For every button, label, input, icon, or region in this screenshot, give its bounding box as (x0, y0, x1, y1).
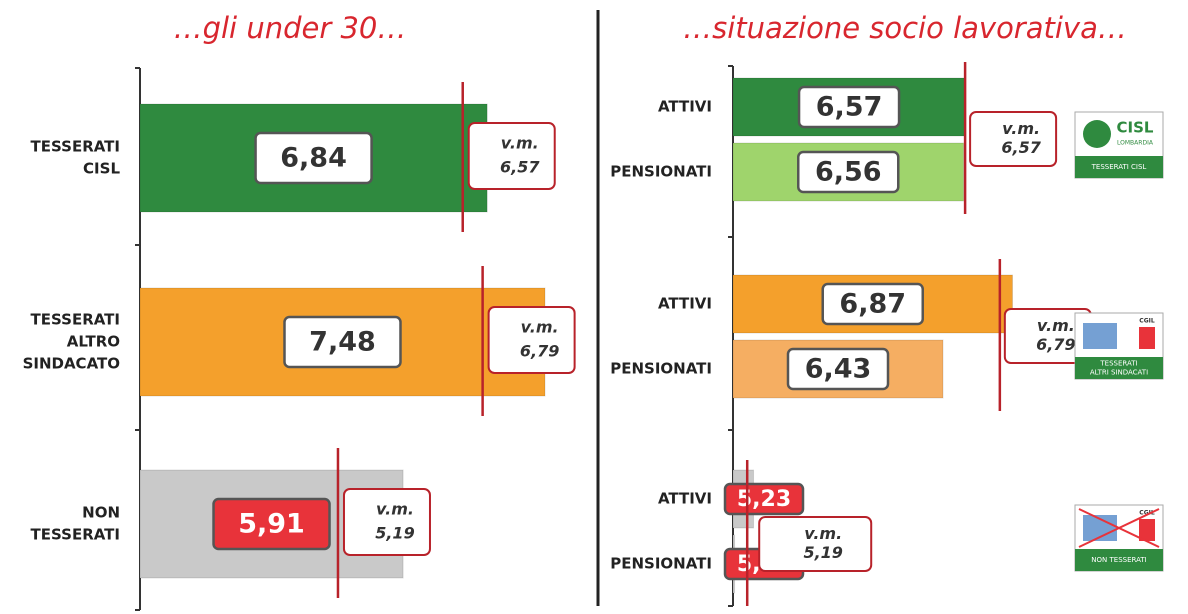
value-label: 5,23 (737, 487, 791, 512)
logo-text: TESSERATI (1099, 360, 1137, 368)
chart-title: …situazione socio lavorativa… (683, 11, 1127, 45)
logo-text: CGIL (1139, 510, 1155, 517)
value-label: 6,57 (816, 92, 883, 123)
reference-value: 5,19 (375, 523, 414, 542)
logo-text: LOMBARDIA (1117, 140, 1154, 147)
logo-text: ALTRI SINDACATI (1090, 369, 1148, 377)
reference-value: 6,79 (1036, 335, 1075, 354)
value-label-box (821, 282, 924, 326)
reference-label: v.m. (1002, 119, 1040, 138)
reference-box (487, 306, 576, 374)
logo-strip (1075, 549, 1163, 571)
logo-emblem (1083, 120, 1111, 148)
logo-text: CGIL (1139, 318, 1155, 325)
reference-value: 6,79 (520, 341, 559, 360)
y-tick-label: ALTRO (67, 333, 120, 351)
value-label-box (283, 315, 402, 369)
y-tick-label: ATTIVI (658, 295, 712, 313)
logo-strip (1075, 357, 1163, 379)
value-label: 6,56 (815, 157, 882, 188)
reference-box (969, 111, 1058, 167)
value-label: 7,48 (309, 327, 376, 358)
value-label-box (212, 497, 331, 551)
y-tick-label: PENSIONATI (610, 163, 712, 181)
y-tick-label: PENSIONATI (610, 555, 712, 573)
y-tick-label: ATTIVI (658, 98, 712, 116)
chart-title: …gli under 30… (174, 11, 407, 45)
y-tick-label: NON (82, 504, 120, 522)
reference-value: 5,19 (803, 543, 842, 562)
reference-label: v.m. (1037, 316, 1075, 335)
logo-text: NON TESSERATI (1091, 556, 1146, 564)
value-label-box (797, 150, 900, 194)
logo-cross (1078, 508, 1160, 548)
reference-box (342, 488, 431, 556)
value-label-box (797, 85, 901, 129)
logo-text: TESSERATI CISL (1091, 163, 1147, 171)
reference-value: 6,57 (1001, 138, 1041, 157)
value-label: 6,43 (805, 354, 872, 385)
y-tick-label: TESSERATI (31, 311, 120, 329)
value-label: 6,84 (280, 143, 347, 174)
value-label: 5,91 (238, 509, 305, 540)
value-label: 6,87 (839, 289, 906, 320)
logo-emblem (1083, 323, 1117, 349)
reference-label: v.m. (376, 500, 414, 519)
logo-strip (1075, 156, 1163, 178)
reference-box (467, 122, 556, 190)
y-tick-label: CISL (83, 160, 120, 178)
value-label-box (723, 482, 805, 516)
y-tick-label: TESSERATI (31, 138, 120, 156)
reference-box (758, 516, 873, 572)
y-tick-label: ATTIVI (658, 490, 712, 508)
value-label-box (254, 131, 373, 185)
bar (139, 103, 488, 213)
logo-emblem (1139, 519, 1155, 541)
y-tick-label: PENSIONATI (610, 360, 712, 378)
reference-label: v.m. (521, 318, 559, 337)
logo-emblem (1139, 327, 1155, 349)
reference-label: v.m. (501, 134, 539, 153)
value-label-box (786, 347, 890, 391)
y-tick-label: SINDACATO (23, 355, 120, 373)
reference-value: 6,57 (500, 157, 540, 176)
logo-text: CISL (1117, 119, 1154, 137)
y-tick-label: TESSERATI (31, 526, 120, 544)
reference-label: v.m. (804, 524, 842, 543)
